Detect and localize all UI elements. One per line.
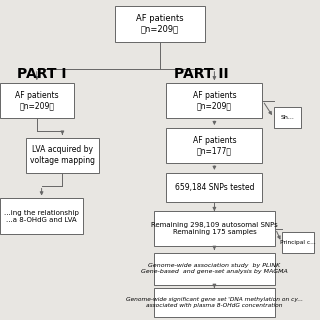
Text: ...ing the relationship
...a 8-OHdG and LVA: ...ing the relationship ...a 8-OHdG and … xyxy=(4,210,79,222)
FancyBboxPatch shape xyxy=(274,107,301,128)
FancyBboxPatch shape xyxy=(154,211,275,246)
Text: PART II: PART II xyxy=(174,67,229,81)
FancyBboxPatch shape xyxy=(154,288,275,317)
Text: 659,184 SNPs tested: 659,184 SNPs tested xyxy=(175,183,254,192)
Text: Principal c...: Principal c... xyxy=(280,240,316,245)
FancyBboxPatch shape xyxy=(154,253,275,285)
FancyBboxPatch shape xyxy=(166,83,262,118)
FancyBboxPatch shape xyxy=(115,6,205,42)
Text: Sh...: Sh... xyxy=(280,115,294,120)
Text: Genome-wide significant gene set 'DNA methylation on cy...
associated with plasm: Genome-wide significant gene set 'DNA me… xyxy=(126,297,303,308)
Text: PART I: PART I xyxy=(17,67,66,81)
Text: Remaining 298,109 autosomal SNPs
Remaining 175 samples: Remaining 298,109 autosomal SNPs Remaini… xyxy=(151,222,278,235)
FancyBboxPatch shape xyxy=(166,128,262,163)
Text: AF patients
（n=177）: AF patients （n=177） xyxy=(193,136,236,155)
FancyBboxPatch shape xyxy=(282,232,314,253)
Text: LVA acquired by
voltage mapping: LVA acquired by voltage mapping xyxy=(30,146,95,165)
Text: AF patients
（n=209）: AF patients （n=209） xyxy=(15,91,59,110)
Text: AF patients
（n=209）: AF patients （n=209） xyxy=(136,14,184,34)
Text: Genome-wide association study  by PLINK
Gene-based  and gene-set analysis by MAG: Genome-wide association study by PLINK G… xyxy=(141,263,288,274)
FancyBboxPatch shape xyxy=(0,83,74,118)
FancyBboxPatch shape xyxy=(26,138,99,173)
FancyBboxPatch shape xyxy=(0,198,83,234)
Text: AF patients
（n=209）: AF patients （n=209） xyxy=(193,91,236,110)
FancyBboxPatch shape xyxy=(166,173,262,202)
